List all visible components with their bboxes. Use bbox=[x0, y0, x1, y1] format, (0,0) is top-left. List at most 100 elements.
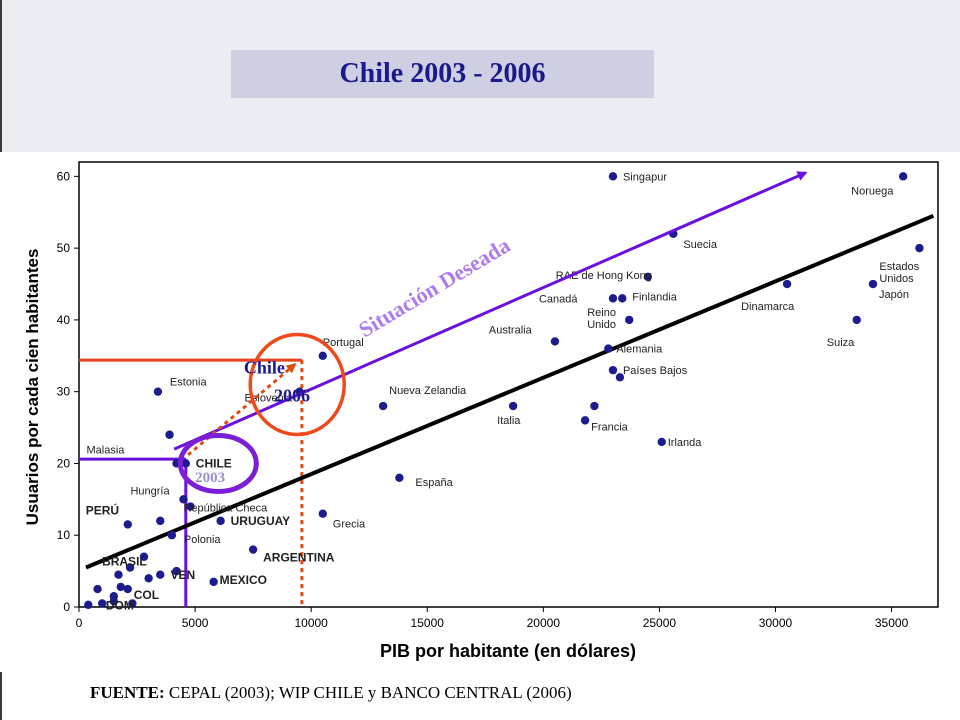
point-label: Malasia bbox=[87, 444, 126, 456]
data-point bbox=[153, 387, 163, 396]
year-2003-label: 2003 bbox=[195, 470, 225, 486]
title-box: Chile 2003 - 2006 bbox=[231, 50, 654, 98]
data-point bbox=[123, 584, 132, 594]
data-point bbox=[128, 599, 137, 608]
point-label: Italia bbox=[497, 415, 521, 427]
data-point bbox=[608, 365, 618, 375]
data-point bbox=[144, 574, 153, 583]
x-tick-label: 15000 bbox=[411, 616, 445, 630]
data-point bbox=[84, 600, 93, 610]
point-label: BRASIL bbox=[102, 555, 147, 569]
data-point bbox=[608, 294, 618, 303]
point-label: Finlandia bbox=[632, 291, 678, 303]
data-point bbox=[608, 172, 618, 181]
y-tick-label: 50 bbox=[57, 241, 71, 255]
point-label: CHILE bbox=[196, 456, 232, 470]
desired-arrow bbox=[173, 171, 808, 451]
point-label: URUGUAY bbox=[231, 514, 291, 528]
data-point bbox=[852, 315, 861, 325]
point-label: PERÚ bbox=[86, 502, 119, 517]
y-tick-label: 20 bbox=[57, 456, 71, 470]
point-label: España bbox=[415, 477, 453, 489]
point-label: Irlanda bbox=[668, 437, 703, 449]
data-point bbox=[508, 401, 518, 411]
source-note: FUENTE: CEPAL (2003); WIP CHILE y BANCO … bbox=[90, 683, 572, 703]
point-label: Noruega bbox=[851, 185, 894, 197]
y-tick-label: 60 bbox=[57, 169, 71, 183]
trend-line bbox=[85, 213, 935, 570]
data-point bbox=[156, 516, 165, 526]
y-tick-label: 40 bbox=[57, 313, 71, 327]
point-label: MEXICO bbox=[220, 573, 267, 587]
point-label: Suecia bbox=[683, 239, 718, 251]
chile-label: Chile bbox=[244, 358, 285, 378]
year-2006-label: 2006 bbox=[274, 386, 310, 406]
data-point bbox=[209, 577, 218, 587]
y-axis-label: Usuarios por cada cien habitantes bbox=[23, 249, 42, 526]
data-point bbox=[378, 401, 388, 411]
data-point bbox=[898, 172, 908, 181]
data-point bbox=[167, 531, 177, 540]
source-label: FUENTE: bbox=[90, 683, 165, 702]
point-label: Países Bajos bbox=[623, 365, 688, 377]
point-label: Dinamarca bbox=[741, 301, 795, 313]
data-point bbox=[98, 599, 107, 608]
x-tick-label: 20000 bbox=[527, 616, 561, 630]
point-label: Estonia bbox=[170, 377, 208, 389]
data-point bbox=[625, 315, 634, 325]
data-point bbox=[657, 437, 666, 447]
data-point bbox=[318, 351, 327, 360]
scatter-chart: 0 5000 10000 15000 20000 25000 30000 35000 0 10 20… bbox=[23, 161, 939, 661]
point-label: Reino bbox=[587, 307, 616, 319]
point-label: Portugal bbox=[323, 337, 364, 349]
page-title: Chile 2003 - 2006 bbox=[339, 58, 546, 89]
point-label: VEN bbox=[171, 568, 196, 582]
data-point bbox=[782, 279, 792, 289]
data-point bbox=[156, 570, 165, 579]
x-tick-label: 25000 bbox=[643, 616, 677, 630]
data-point bbox=[125, 563, 135, 572]
slide-left-rule bbox=[0, 0, 2, 152]
point-label: Polonia bbox=[184, 534, 222, 546]
point-label: República Checa bbox=[183, 502, 268, 514]
x-axis-label: PIB por habitante (en dólares) bbox=[380, 641, 636, 661]
data-point bbox=[181, 459, 190, 468]
data-point bbox=[109, 597, 119, 606]
x-tick-label: 30000 bbox=[759, 616, 793, 630]
plot-area bbox=[78, 161, 939, 608]
point-label: Australia bbox=[489, 324, 533, 336]
point-label: Singapur bbox=[623, 171, 667, 183]
data-point bbox=[580, 416, 590, 425]
y-tick-label: 10 bbox=[57, 528, 71, 542]
point-label: Unidos bbox=[879, 273, 914, 285]
data-point bbox=[868, 279, 878, 289]
point-label: Nueva Zelandia bbox=[389, 385, 467, 397]
point-label: Unido bbox=[587, 319, 616, 331]
data-point bbox=[590, 401, 599, 411]
x-tick-label: 5000 bbox=[182, 616, 209, 630]
point-label: Alemania bbox=[616, 344, 663, 356]
point-label: Estados bbox=[879, 261, 919, 273]
point-label: Hungría bbox=[130, 486, 170, 498]
point-label: Grecia bbox=[333, 519, 366, 531]
data-point bbox=[248, 545, 258, 554]
data-point bbox=[186, 502, 195, 511]
data-point bbox=[915, 243, 924, 253]
data-point bbox=[165, 430, 174, 439]
point-label: Francia bbox=[591, 421, 629, 433]
y-tick-label: 0 bbox=[63, 600, 70, 614]
data-point bbox=[114, 570, 123, 579]
data-point bbox=[139, 552, 149, 561]
data-point bbox=[93, 584, 102, 594]
data-point bbox=[179, 495, 188, 504]
chile-2006-circle bbox=[248, 332, 346, 437]
x-tick-label: 0 bbox=[76, 616, 83, 630]
point-label: COL bbox=[134, 588, 159, 602]
data-point bbox=[550, 337, 560, 346]
data-point bbox=[172, 566, 181, 576]
source-text: CEPAL (2003); WIP CHILE y BANCO CENTRAL … bbox=[168, 683, 572, 702]
x-tick-label: 35000 bbox=[875, 616, 909, 630]
x-tick-label: 10000 bbox=[294, 616, 328, 630]
point-label: ARGENTINA bbox=[263, 551, 335, 565]
chile-2003-circle bbox=[177, 432, 259, 494]
